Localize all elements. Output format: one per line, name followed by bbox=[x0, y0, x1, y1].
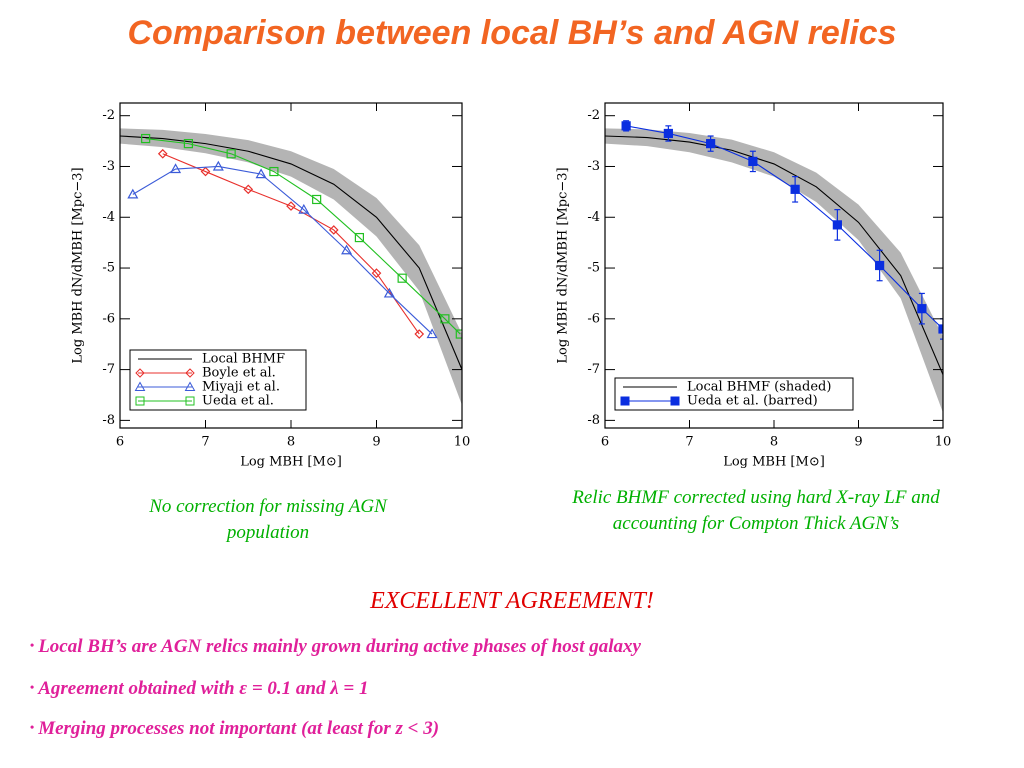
y-tick-label: -6 bbox=[587, 311, 600, 326]
legend-marker bbox=[185, 368, 195, 378]
bullet: Agreement obtained with ε = 0.1 and λ = … bbox=[30, 678, 368, 700]
marker bbox=[298, 203, 310, 214]
marker bbox=[312, 194, 322, 205]
series-line bbox=[162, 153, 420, 335]
marker bbox=[790, 184, 800, 194]
marker bbox=[141, 133, 151, 144]
marker bbox=[706, 139, 716, 149]
slide-title: Comparison between local BH’s and AGN re… bbox=[127, 14, 897, 52]
y-tick-label: -3 bbox=[102, 159, 115, 174]
series-line bbox=[605, 135, 943, 375]
marker bbox=[341, 244, 353, 255]
y-tick-label: -7 bbox=[102, 362, 115, 377]
marker bbox=[226, 149, 236, 159]
x-tick-label: 8 bbox=[770, 435, 778, 450]
marker bbox=[938, 324, 943, 334]
y-tick-label: -5 bbox=[587, 261, 600, 276]
y-tick-label: -5 bbox=[102, 261, 115, 276]
marker bbox=[748, 156, 758, 166]
headline: EXCELLENT AGREEMENT! bbox=[370, 588, 654, 614]
marker bbox=[183, 139, 193, 149]
marker bbox=[328, 225, 339, 235]
marker bbox=[212, 160, 224, 171]
legend-marker bbox=[134, 381, 146, 391]
legend-marker bbox=[670, 396, 680, 406]
y-tick-label: -7 bbox=[587, 362, 600, 377]
legend-label: Local BHMF (shaded) bbox=[687, 380, 831, 395]
marker bbox=[383, 287, 395, 298]
y-tick-label: -4 bbox=[102, 210, 115, 225]
y-tick-label: -8 bbox=[587, 413, 600, 428]
legend-label: Miyaji et al. bbox=[202, 380, 280, 395]
x-axis-label: Log MBH [M⊙] bbox=[723, 455, 825, 470]
y-tick-label: -4 bbox=[587, 210, 600, 225]
marker bbox=[440, 314, 450, 324]
y-axis-label: Log MBH dN/dMBH [Mpc−3] bbox=[556, 167, 571, 363]
x-tick-label: 9 bbox=[854, 435, 862, 450]
x-axis-label: Log MBH [M⊙] bbox=[240, 455, 342, 470]
marker bbox=[157, 148, 168, 159]
series-line bbox=[120, 135, 462, 370]
legend-box bbox=[614, 377, 854, 411]
legend-label: Local BHMF bbox=[202, 352, 285, 367]
legend-marker bbox=[620, 396, 630, 406]
y-tick-label: -8 bbox=[102, 413, 115, 428]
y-tick-label: -2 bbox=[102, 108, 115, 123]
legend-box bbox=[129, 349, 307, 411]
marker bbox=[371, 268, 382, 278]
uncertainty-band bbox=[605, 128, 943, 413]
series-line bbox=[132, 165, 433, 335]
legend-label: Ueda et al. bbox=[202, 394, 274, 409]
bullet: Local BH’s are AGN relics mainly grown d… bbox=[30, 636, 641, 658]
marker bbox=[397, 273, 407, 283]
x-tick-label: 6 bbox=[116, 435, 124, 450]
marker bbox=[243, 184, 254, 195]
y-axis-label: Log MBH dN/dMBH [Mpc−3] bbox=[71, 167, 86, 363]
x-tick-label: 10 bbox=[935, 435, 952, 450]
y-tick-label: -2 bbox=[587, 108, 600, 123]
x-tick-label: 7 bbox=[201, 435, 209, 450]
marker bbox=[200, 166, 211, 177]
series-line bbox=[145, 138, 461, 335]
plot-area bbox=[605, 120, 943, 413]
marker bbox=[255, 168, 267, 179]
marker bbox=[354, 232, 364, 243]
legend-marker bbox=[184, 381, 196, 391]
legend-marker bbox=[135, 396, 145, 406]
y-tick-label: -3 bbox=[587, 159, 600, 174]
legend-label: Ueda et al. (barred) bbox=[687, 394, 818, 409]
caption: No correction for missing AGN population bbox=[149, 496, 387, 543]
x-tick-label: 10 bbox=[454, 435, 471, 450]
x-tick-label: 7 bbox=[685, 435, 693, 450]
marker bbox=[286, 201, 296, 211]
marker bbox=[127, 188, 139, 199]
plot-area bbox=[120, 128, 462, 406]
x-tick-label: 6 bbox=[601, 435, 609, 450]
bullet: Merging processes not important (at leas… bbox=[30, 718, 439, 740]
marker bbox=[170, 163, 182, 174]
series-line bbox=[626, 125, 943, 330]
marker bbox=[621, 121, 631, 131]
marker bbox=[875, 260, 885, 271]
caption: Relic BHMF corrected using hard X-ray LF… bbox=[572, 487, 940, 534]
legend-marker bbox=[185, 396, 195, 406]
x-tick-label: 8 bbox=[287, 435, 295, 450]
x-tick-label: 9 bbox=[372, 435, 380, 450]
marker bbox=[426, 328, 438, 339]
legend-label: Boyle et al. bbox=[202, 366, 276, 381]
y-tick-label: -6 bbox=[102, 311, 115, 326]
marker bbox=[269, 166, 279, 177]
marker bbox=[663, 128, 673, 139]
marker bbox=[455, 329, 462, 339]
legend-marker bbox=[135, 368, 145, 378]
marker bbox=[917, 304, 927, 314]
marker bbox=[414, 329, 425, 339]
marker bbox=[832, 220, 842, 230]
